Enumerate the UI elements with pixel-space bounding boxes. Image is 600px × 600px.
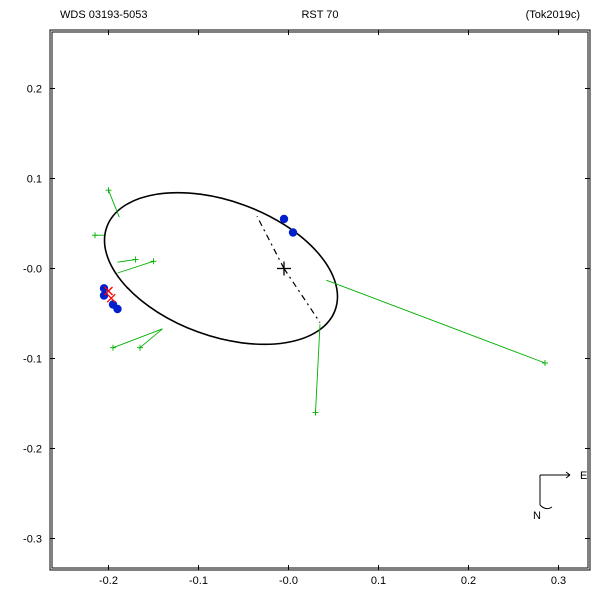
plot-content bbox=[84, 164, 548, 416]
green-residual-line bbox=[118, 261, 154, 273]
green-residual-line bbox=[140, 329, 163, 348]
header-left: WDS 03193-5053 bbox=[60, 9, 147, 21]
xtick-label: -0.0 bbox=[279, 575, 298, 587]
blue-point bbox=[100, 284, 108, 292]
orbit-ellipse bbox=[84, 164, 359, 374]
header-center: RST 70 bbox=[301, 9, 338, 21]
compass: EN bbox=[533, 470, 587, 522]
green-residual-line bbox=[109, 190, 120, 217]
green-residual-line bbox=[326, 280, 545, 363]
blue-point bbox=[289, 228, 297, 236]
xtick-label: 0.1 bbox=[371, 575, 386, 587]
xtick-label: 0.2 bbox=[461, 575, 476, 587]
node-line bbox=[257, 216, 284, 268]
ytick-label: 0.1 bbox=[27, 174, 42, 186]
xtick-label: 0.3 bbox=[551, 575, 566, 587]
blue-point bbox=[280, 215, 288, 223]
ytick-label: -0.1 bbox=[23, 354, 42, 366]
xtick-label: -0.1 bbox=[189, 575, 208, 587]
compass-n-label: N bbox=[533, 510, 541, 522]
plot-frame-outer bbox=[50, 30, 590, 570]
xtick-label: -0.2 bbox=[99, 575, 118, 587]
ytick-label: -0.3 bbox=[23, 534, 42, 546]
plot-frame-inner bbox=[52, 32, 588, 568]
ytick-label: 0.2 bbox=[27, 84, 42, 96]
green-residual-line bbox=[113, 329, 163, 348]
node-line bbox=[284, 269, 320, 323]
compass-e-label: E bbox=[580, 470, 587, 482]
ytick-label: -0.0 bbox=[23, 264, 42, 276]
ytick-label: -0.2 bbox=[23, 444, 42, 456]
orbit-plot-container: WDS 03193-5053 RST 70 (Tok2019c) -0.2 -0.1 -0… bbox=[0, 0, 600, 600]
header-right: (Tok2019c) bbox=[526, 9, 580, 21]
blue-point bbox=[113, 305, 121, 313]
green-residual-line bbox=[316, 324, 321, 412]
orbit-plot-svg: WDS 03193-5053 RST 70 (Tok2019c) -0.2 -0.1 -0… bbox=[0, 0, 600, 600]
